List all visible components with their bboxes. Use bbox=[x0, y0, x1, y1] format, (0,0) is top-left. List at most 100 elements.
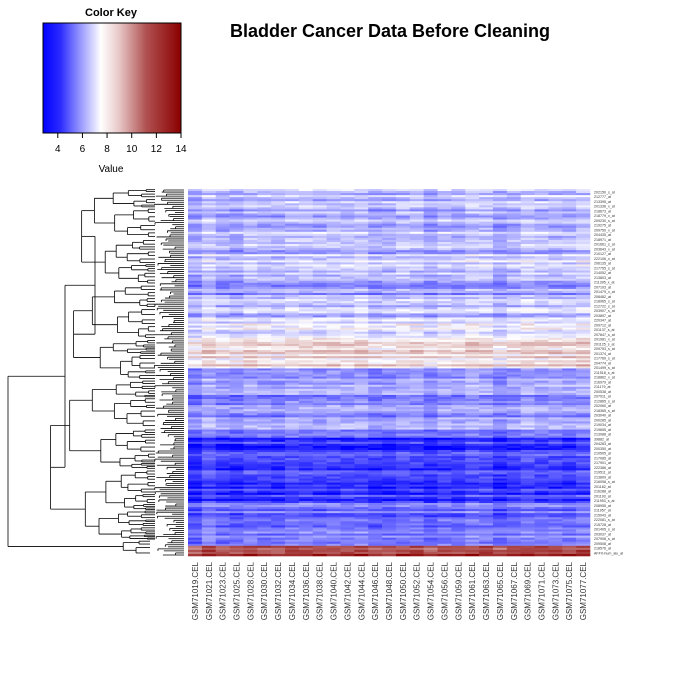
heatmap-cell bbox=[243, 494, 258, 498]
heatmap-cell bbox=[506, 193, 521, 196]
heatmap-cell bbox=[229, 480, 244, 483]
heatmap-cell bbox=[437, 321, 452, 324]
heatmap-cell bbox=[271, 317, 286, 320]
heatmap-cell bbox=[271, 390, 286, 394]
heatmap-cell bbox=[257, 292, 272, 296]
heatmap-cell bbox=[285, 276, 300, 280]
heatmap-cell bbox=[534, 272, 549, 275]
heatmap-cell bbox=[409, 339, 424, 343]
heatmap-cell bbox=[562, 482, 577, 485]
heatmap-cell bbox=[576, 280, 591, 284]
heatmap-cell bbox=[257, 313, 272, 316]
heatmap-cell bbox=[340, 505, 355, 508]
heatmap-cell bbox=[326, 415, 341, 418]
heatmap-cell bbox=[423, 409, 438, 412]
heatmap-cell bbox=[479, 513, 494, 516]
heatmap-cell bbox=[188, 301, 203, 304]
heatmap-cell bbox=[271, 468, 286, 471]
heatmap-cell bbox=[382, 490, 397, 494]
heatmap-cell bbox=[423, 348, 438, 351]
heatmap-cell bbox=[562, 507, 577, 510]
heatmap-cell bbox=[243, 254, 258, 257]
heatmap-cell bbox=[257, 423, 272, 426]
heatmap-cell bbox=[437, 299, 452, 302]
heatmap-cell bbox=[395, 529, 411, 532]
heatmap-cell bbox=[465, 258, 480, 261]
heatmap-cell bbox=[423, 248, 438, 251]
heatmap-cell bbox=[188, 523, 203, 526]
heatmap-cell bbox=[368, 513, 383, 516]
heatmap-cell bbox=[423, 270, 438, 273]
heatmap-cell bbox=[340, 217, 355, 220]
heatmap-cell bbox=[534, 529, 549, 532]
heatmap-cell bbox=[451, 392, 466, 396]
heatmap-cell bbox=[562, 421, 577, 424]
heatmap-cell bbox=[479, 278, 494, 282]
heatmap-cell bbox=[451, 254, 466, 257]
heatmap-cell bbox=[534, 399, 549, 402]
heatmap-cell bbox=[548, 370, 563, 373]
heatmap-cell bbox=[271, 231, 286, 235]
heatmap-cell bbox=[188, 394, 203, 398]
heatmap-cell bbox=[354, 233, 369, 237]
heatmap-cell bbox=[215, 309, 230, 312]
heatmap-cell bbox=[229, 229, 244, 233]
heatmap-cell bbox=[534, 309, 549, 312]
heatmap-cell bbox=[368, 437, 383, 441]
heatmap-cell bbox=[243, 454, 258, 457]
heatmap-cell bbox=[465, 372, 480, 375]
heatmap-cell bbox=[506, 292, 521, 296]
heatmap-cell bbox=[548, 303, 563, 306]
heatmap-cell bbox=[285, 235, 300, 239]
heatmap-cell bbox=[326, 297, 341, 300]
heatmap-cell bbox=[382, 509, 397, 512]
heatmap-cell bbox=[520, 535, 535, 538]
heatmap-cell bbox=[548, 217, 563, 220]
heatmap-cell bbox=[437, 533, 452, 536]
heatmap-cell bbox=[298, 431, 314, 434]
heatmap-cell bbox=[271, 435, 286, 439]
heatmap-cell bbox=[451, 437, 466, 441]
heatmap-cell bbox=[188, 399, 203, 402]
heatmap-cell bbox=[271, 372, 286, 375]
heatmap-cell bbox=[188, 537, 203, 540]
heatmap-cell bbox=[188, 417, 203, 420]
heatmap-cell bbox=[382, 209, 397, 212]
heatmap-cell bbox=[257, 378, 272, 381]
heatmap-cell bbox=[215, 370, 230, 373]
heatmap-cell bbox=[423, 305, 438, 308]
heatmap-cell bbox=[423, 478, 438, 481]
heatmap-cell bbox=[257, 311, 272, 314]
heatmap-cell bbox=[285, 431, 300, 434]
heatmap-cell bbox=[562, 246, 577, 249]
heatmap-cell bbox=[492, 370, 508, 373]
heatmap-cell bbox=[423, 480, 438, 483]
heatmap-cell bbox=[423, 352, 438, 355]
heatmap-cell bbox=[354, 225, 369, 229]
heatmap-cell bbox=[465, 276, 480, 280]
heatmap-cell bbox=[492, 237, 508, 241]
heatmap-cell bbox=[382, 292, 397, 296]
heatmap-cell bbox=[451, 507, 466, 510]
heatmap-cell bbox=[576, 256, 591, 259]
heatmap-cell bbox=[257, 211, 272, 214]
heatmap-cell bbox=[312, 380, 327, 383]
heatmap-cell bbox=[340, 466, 355, 469]
heatmap-cell bbox=[479, 405, 494, 408]
heatmap-cell bbox=[229, 215, 244, 218]
heatmap-cell bbox=[451, 425, 466, 428]
heatmap-cell bbox=[215, 441, 230, 445]
heatmap-cell bbox=[465, 193, 480, 196]
heatmap-cell bbox=[465, 443, 480, 447]
heatmap-cell bbox=[229, 494, 244, 498]
heatmap-cell bbox=[382, 517, 397, 520]
heatmap-cell bbox=[243, 502, 258, 506]
heatmap-cell bbox=[548, 252, 563, 255]
heatmap-cell bbox=[409, 423, 424, 426]
heatmap-cell bbox=[312, 399, 327, 402]
heatmap-cell bbox=[340, 307, 355, 310]
heatmap-cell bbox=[188, 458, 203, 461]
heatmap-cell bbox=[492, 337, 508, 341]
heatmap-cell bbox=[201, 405, 217, 408]
heatmap-cell bbox=[395, 411, 411, 414]
